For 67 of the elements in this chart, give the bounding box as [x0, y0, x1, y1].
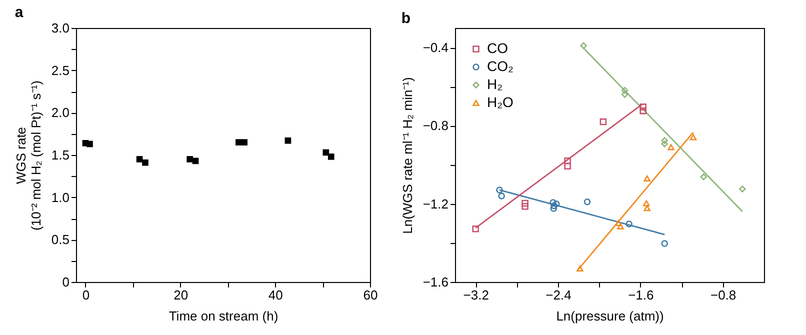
point: [642, 200, 650, 206]
y-tick-label: 0: [62, 274, 70, 290]
chart-title: a: [14, 4, 24, 21]
x-tick-label: 20: [174, 288, 188, 302]
point: [86, 140, 93, 148]
point: [522, 202, 528, 210]
y-axis-title: WGS rate (10⁻² mol H₂ (mol Pt)⁻¹ s⁻¹): [13, 80, 44, 230]
point: [522, 200, 528, 207]
point: [186, 156, 193, 162]
x-axis-title: Time on stream (h): [168, 308, 278, 324]
chart-title: b: [401, 10, 411, 27]
point: [136, 156, 143, 162]
y-tick-label: 0.5: [51, 232, 70, 248]
point: [142, 159, 148, 166]
x-tick-label: −2.4: [546, 288, 572, 302]
legend-label: CO₂: [487, 58, 514, 74]
x-axis-title: Ln(pressure (atm)): [556, 308, 664, 324]
legend-label: H₂: [487, 76, 503, 92]
legend-label: CO: [487, 40, 508, 56]
point: [668, 144, 674, 150]
x-tick-label: 0: [82, 288, 90, 302]
point: [661, 137, 668, 144]
point: [550, 205, 558, 212]
point: [576, 265, 584, 272]
point: [617, 223, 624, 230]
y-tick-label: −0.8: [422, 118, 448, 134]
point: [640, 104, 646, 110]
y-tick-label: 1.0: [51, 190, 70, 205]
point: [738, 186, 746, 192]
y-tick-label: 2.5: [51, 62, 70, 78]
point: [600, 118, 607, 126]
point: [564, 162, 571, 170]
point: [700, 173, 707, 180]
point: [284, 137, 292, 144]
point: [498, 192, 505, 200]
y-tick-label: −1.2: [422, 196, 448, 212]
point: [584, 198, 591, 206]
y-axis-title: Ln(WGS rate ml⁻¹ H₂ min⁻¹): [400, 77, 415, 234]
y-tick-label: 1.5: [51, 148, 70, 162]
point: [241, 139, 248, 146]
point: [550, 199, 556, 206]
y-tick-label: −0.4: [422, 40, 448, 56]
point: [661, 240, 668, 247]
point: [644, 205, 650, 212]
point: [661, 140, 668, 148]
x-tick-label: −0.8: [710, 288, 736, 302]
point: [550, 202, 558, 210]
point: [621, 86, 628, 94]
y-tick-label: 3.0: [51, 20, 70, 36]
point: [640, 107, 646, 114]
point: [580, 42, 587, 49]
point: [621, 91, 628, 98]
x-tick-label: 40: [268, 288, 283, 302]
y-tick-label: −1.6: [422, 274, 448, 290]
x-tick-label: −1.6: [628, 288, 654, 302]
point: [690, 134, 697, 140]
point: [472, 225, 479, 232]
x-tick-label: −3.2: [463, 288, 489, 302]
point: [328, 154, 334, 160]
point: [615, 220, 622, 226]
legend-label: H₂O: [487, 94, 514, 110]
point: [322, 149, 330, 156]
x-tick-label: 60: [363, 288, 378, 302]
y-tick-label: 2.0: [51, 105, 70, 120]
point: [644, 175, 650, 182]
point: [626, 220, 632, 228]
point: [192, 158, 199, 164]
